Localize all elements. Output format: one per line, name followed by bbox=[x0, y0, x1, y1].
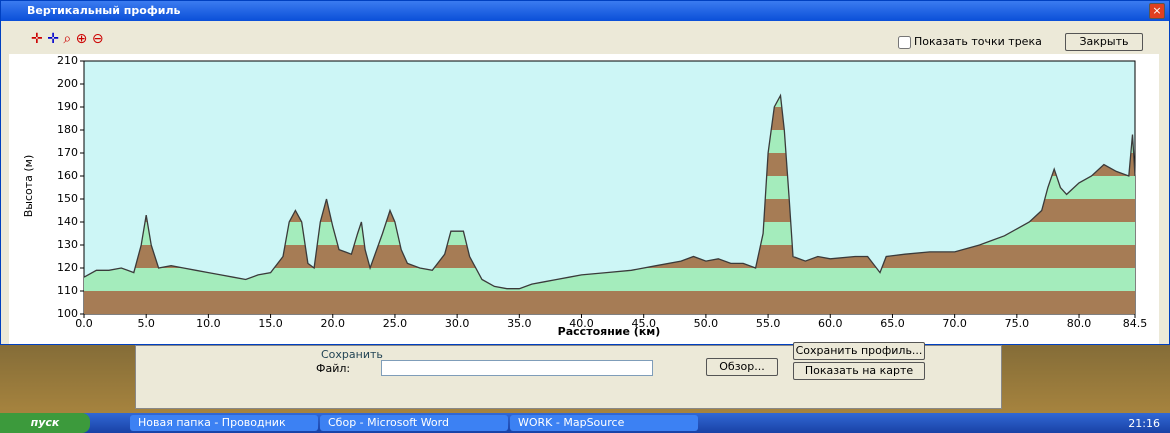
start-button[interactable]: пуск bbox=[0, 413, 90, 433]
clock: 21:16 bbox=[1128, 417, 1160, 430]
task-button[interactable]: WORK - MapSource bbox=[510, 415, 698, 431]
y-axis-label: Высота (м) bbox=[22, 155, 35, 218]
y-tick-label: 130 bbox=[57, 238, 78, 251]
x-tick-label: 10.0 bbox=[196, 317, 221, 330]
y-tick-label: 210 bbox=[57, 54, 78, 67]
x-tick-label: 80.0 bbox=[1067, 317, 1092, 330]
y-tick-label: 120 bbox=[57, 261, 78, 274]
group-title: Сохранить bbox=[321, 348, 383, 361]
chart: Высота (м) Расстояние (км) 1001101201301… bbox=[9, 54, 1159, 344]
x-tick-label: 25.0 bbox=[383, 317, 408, 330]
x-tick-label: 75.0 bbox=[1005, 317, 1030, 330]
close-x[interactable]: × bbox=[1149, 3, 1165, 19]
x-tick-label: 65.0 bbox=[880, 317, 905, 330]
y-tick-label: 190 bbox=[57, 100, 78, 113]
save-profile-button[interactable]: Сохранить профиль... bbox=[793, 342, 925, 360]
x-tick-label: 70.0 bbox=[942, 317, 967, 330]
x-tick-label: 60.0 bbox=[818, 317, 843, 330]
app-window: Вертикальный профиль × ✛ ✛ ⌕ ⊕ ⊖ Показат… bbox=[0, 0, 1170, 345]
screen: Вертикальный профиль × ✛ ✛ ⌕ ⊕ ⊖ Показат… bbox=[0, 0, 1170, 433]
band bbox=[84, 291, 1135, 314]
y-tick-label: 200 bbox=[57, 77, 78, 90]
x-tick-label: 15.0 bbox=[258, 317, 283, 330]
x-tick-label: 5.0 bbox=[137, 317, 155, 330]
x-tick-label: 84.5 bbox=[1123, 317, 1148, 330]
file-input[interactable] bbox=[381, 360, 653, 376]
task-button[interactable]: Новая папка - Проводник bbox=[130, 415, 318, 431]
x-tick-label: 45.0 bbox=[631, 317, 656, 330]
y-tick-label: 150 bbox=[57, 192, 78, 205]
task-button[interactable]: Сбор - Microsoft Word bbox=[320, 415, 508, 431]
x-tick-label: 20.0 bbox=[321, 317, 346, 330]
title-bar: Вертикальный профиль × bbox=[1, 1, 1169, 21]
x-tick-label: 50.0 bbox=[694, 317, 719, 330]
y-tick-label: 180 bbox=[57, 123, 78, 136]
show-on-map-button[interactable]: Показать на карте bbox=[793, 362, 925, 380]
x-tick-label: 30.0 bbox=[445, 317, 470, 330]
browse-button[interactable]: Обзор... bbox=[706, 358, 778, 376]
toolbar: ✛ ✛ ⌕ ⊕ ⊖ bbox=[31, 31, 104, 47]
y-tick-label: 140 bbox=[57, 215, 78, 228]
x-tick-label: 0.0 bbox=[75, 317, 93, 330]
x-tick-label: 40.0 bbox=[569, 317, 594, 330]
file-label: Файл: bbox=[316, 362, 350, 375]
y-tick-label: 170 bbox=[57, 146, 78, 159]
x-tick-label: 35.0 bbox=[507, 317, 532, 330]
track-points-checkbox[interactable]: Показать точки трека bbox=[898, 35, 1042, 49]
y-tick-label: 160 bbox=[57, 169, 78, 182]
window-title: Вертикальный профиль bbox=[27, 4, 180, 17]
checkbox-label: Показать точки трека bbox=[914, 35, 1042, 48]
y-tick-label: 110 bbox=[57, 284, 78, 297]
close-button[interactable]: Закрыть bbox=[1065, 33, 1143, 51]
x-tick-label: 55.0 bbox=[756, 317, 781, 330]
lower-panel: Сохранить Файл: Обзор... Сохранить профи… bbox=[135, 345, 1002, 409]
